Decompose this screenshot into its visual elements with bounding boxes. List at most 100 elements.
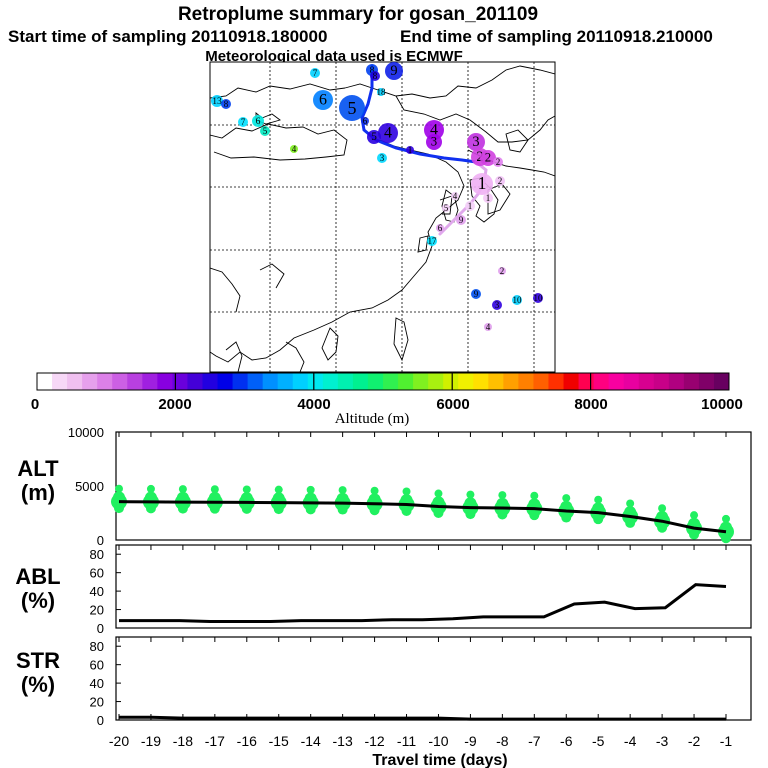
y-tick-label: 80 xyxy=(90,547,104,562)
x-tick-label: -14 xyxy=(301,733,321,749)
colorbar-swatch xyxy=(638,373,655,390)
map-marker xyxy=(377,88,385,96)
colorbar-swatch xyxy=(503,373,519,390)
map-marker-label: 6 xyxy=(256,116,261,127)
colorbar-swatch xyxy=(322,373,339,390)
map-marker xyxy=(495,176,505,186)
alt-particle-dot xyxy=(369,505,380,516)
map-marker-label: 6 xyxy=(319,92,327,109)
alt-panel-unit: (m) xyxy=(21,480,55,505)
y-tick-label: 40 xyxy=(90,676,104,691)
colorbar-swatch xyxy=(518,373,534,390)
colorbar-swatch xyxy=(367,373,384,390)
map-marker-label: 2 xyxy=(496,157,501,167)
map-marker-label: 9 xyxy=(459,215,464,225)
alt-particle-dot xyxy=(433,508,444,518)
colorbar-swatch xyxy=(142,373,158,390)
colorbar-swatch xyxy=(443,373,459,390)
map-marker xyxy=(436,224,444,232)
alt-particle-dot xyxy=(338,486,347,495)
colorbar-swatch xyxy=(398,373,414,390)
map-marker xyxy=(310,68,320,78)
colorbar-swatch xyxy=(262,373,279,390)
colorbar-swatch xyxy=(67,373,83,390)
abl-line xyxy=(119,583,727,624)
colorbar-tick-4000: 4000 xyxy=(297,396,330,413)
colorbar-swatch xyxy=(292,373,309,390)
map-marker-label: 4 xyxy=(292,144,297,154)
alt-median-line xyxy=(118,500,727,534)
str-panel-unit: (%) xyxy=(21,672,55,697)
alt-particle-dot xyxy=(593,514,604,525)
map-marker xyxy=(260,126,270,136)
map-marker-label: 3 xyxy=(495,300,500,310)
map-marker xyxy=(456,215,466,225)
alt-particle-dot xyxy=(209,503,220,514)
map-marker-label: 4 xyxy=(453,191,458,201)
y-tick-label: 5000 xyxy=(75,479,104,494)
map-marker-label: 5 xyxy=(371,131,377,143)
colorbar-swatch xyxy=(698,373,715,390)
end-time: End time of sampling 20110918.210000 xyxy=(400,27,713,46)
colorbar-swatch xyxy=(187,373,203,390)
alt-particle-dot xyxy=(178,485,187,494)
map-marker xyxy=(238,117,248,127)
colorbar-outline xyxy=(36,372,730,391)
alt-particle-dot xyxy=(242,485,251,494)
map-marker xyxy=(483,193,493,203)
y-tick-label: 60 xyxy=(90,658,104,673)
alt-particle-dot xyxy=(402,487,411,496)
alt-particle-dot xyxy=(721,533,731,544)
alt-particle-dot xyxy=(626,499,635,508)
map-marker xyxy=(471,173,493,195)
str-panel-frame xyxy=(115,636,752,721)
alt-particle-dot xyxy=(114,503,124,514)
x-tick-label: -6 xyxy=(560,733,573,749)
y-tick-label: 0 xyxy=(97,621,104,636)
alt-particle-dot xyxy=(689,529,700,540)
map-marker xyxy=(465,201,475,211)
y-tick-label: 80 xyxy=(90,639,104,654)
colorbar-swatch xyxy=(653,373,670,390)
map-marker xyxy=(378,123,398,143)
alt-particle-dot xyxy=(562,494,571,503)
alt-particle-dot xyxy=(115,484,123,493)
colorbar-swatch xyxy=(578,373,595,390)
map-marker-label: 3 xyxy=(431,135,437,149)
map-marker xyxy=(512,295,522,305)
alt-particle-dot xyxy=(274,485,283,494)
map-marker xyxy=(427,236,437,246)
x-tick-label: -13 xyxy=(333,733,353,749)
map-marker xyxy=(471,289,481,299)
colorbar-tick-0: 0 xyxy=(31,396,39,413)
alt-particle-dot xyxy=(306,485,315,494)
y-tick-label: 0 xyxy=(97,533,104,548)
alt-particle-dot xyxy=(241,503,252,514)
start-time: Start time of sampling 20110918.180000 xyxy=(8,27,327,46)
map-marker-label: 7 xyxy=(241,117,246,127)
x-tick-label: -10 xyxy=(428,733,448,749)
alt-particle-dot xyxy=(337,504,348,515)
map-marker xyxy=(367,130,381,144)
x-tick-label: -18 xyxy=(173,733,193,749)
x-tick-label: -7 xyxy=(528,733,541,749)
map-marker xyxy=(480,150,496,166)
alt-particle-dot xyxy=(370,486,379,495)
x-tick-label: -11 xyxy=(397,733,416,749)
colorbar-swatch xyxy=(337,373,354,390)
alt-particle-dot xyxy=(561,512,572,523)
colorbar-tick-6000: 6000 xyxy=(436,396,469,413)
map-marker-label: 2 xyxy=(498,176,503,186)
map-marker-label: 4 xyxy=(486,322,491,332)
colorbar-swatch xyxy=(608,373,625,390)
colorbar-swatch xyxy=(202,373,219,390)
colorbar-swatch xyxy=(232,373,249,390)
alt-panel-label: ALT xyxy=(17,456,59,481)
map-marker-label: 4 xyxy=(384,125,392,142)
str-line xyxy=(119,715,726,721)
abl-panel-label: ABL xyxy=(15,564,60,589)
map-marker xyxy=(533,293,543,303)
x-tick-label: -9 xyxy=(464,733,477,749)
